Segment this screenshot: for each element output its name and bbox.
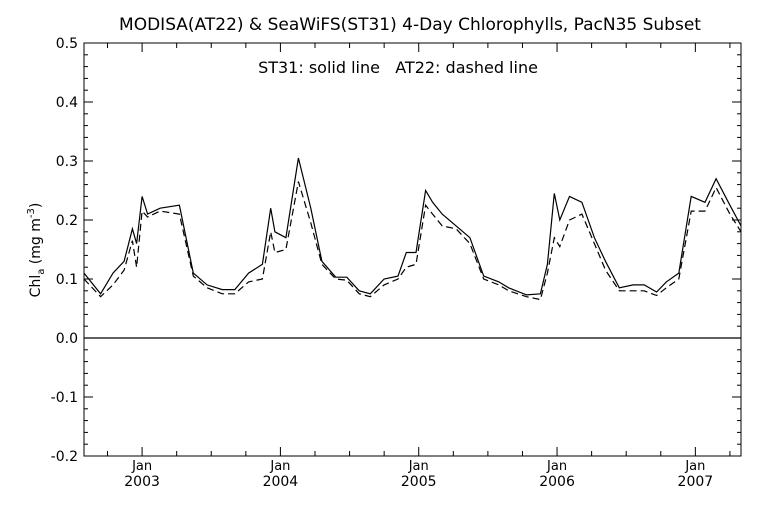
x-tick-month: Jan [546, 459, 567, 474]
x-tick-month: Jan [684, 459, 705, 474]
y-tick-label: 0.5 [56, 36, 78, 52]
x-tick-year: 2003 [124, 474, 160, 490]
y-axis-label-units-close: ) [28, 203, 44, 208]
series-line-st31 [83, 157, 742, 296]
series-legend-annotation: ST31: solid line AT22: dashed line [258, 58, 538, 77]
y-tick-label: 0.3 [56, 154, 78, 170]
plot-frame [83, 42, 742, 457]
y-tick-label: -0.2 [51, 449, 78, 465]
x-tick-year: 2006 [539, 474, 575, 490]
x-tick-year: 2004 [263, 474, 299, 490]
y-axis-label-main: Chl [28, 275, 44, 298]
y-axis-label-subscript: a [36, 269, 47, 275]
series-group [83, 157, 742, 339]
y-tick-label: 0.1 [56, 272, 78, 288]
y-axis-label-units: (mg m [28, 218, 44, 269]
series-line-at22 [83, 181, 742, 301]
x-tick-month: Jan [269, 459, 290, 474]
x-tick-year: 2005 [401, 474, 437, 490]
x-tick-year: 2007 [678, 474, 714, 490]
y-axis-label: Chla (mg m-3) [26, 203, 47, 298]
y-axis: -0.2 -0.1 0.0 0.1 0.2 0.3 0.4 0.5 [51, 36, 741, 465]
x-tick-month: Jan [131, 459, 152, 474]
chart-title: MODISA(AT22) & SeaWiFS(ST31) 4-Day Chlor… [119, 15, 701, 35]
x-tick-month: Jan [408, 459, 429, 474]
y-tick-label: -0.1 [51, 390, 78, 406]
y-tick-label: 0.2 [56, 213, 78, 229]
y-tick-label: 0.4 [56, 95, 78, 111]
y-tick-label: 0.0 [56, 331, 78, 347]
y-axis-label-units-exponent: -3 [26, 208, 37, 218]
